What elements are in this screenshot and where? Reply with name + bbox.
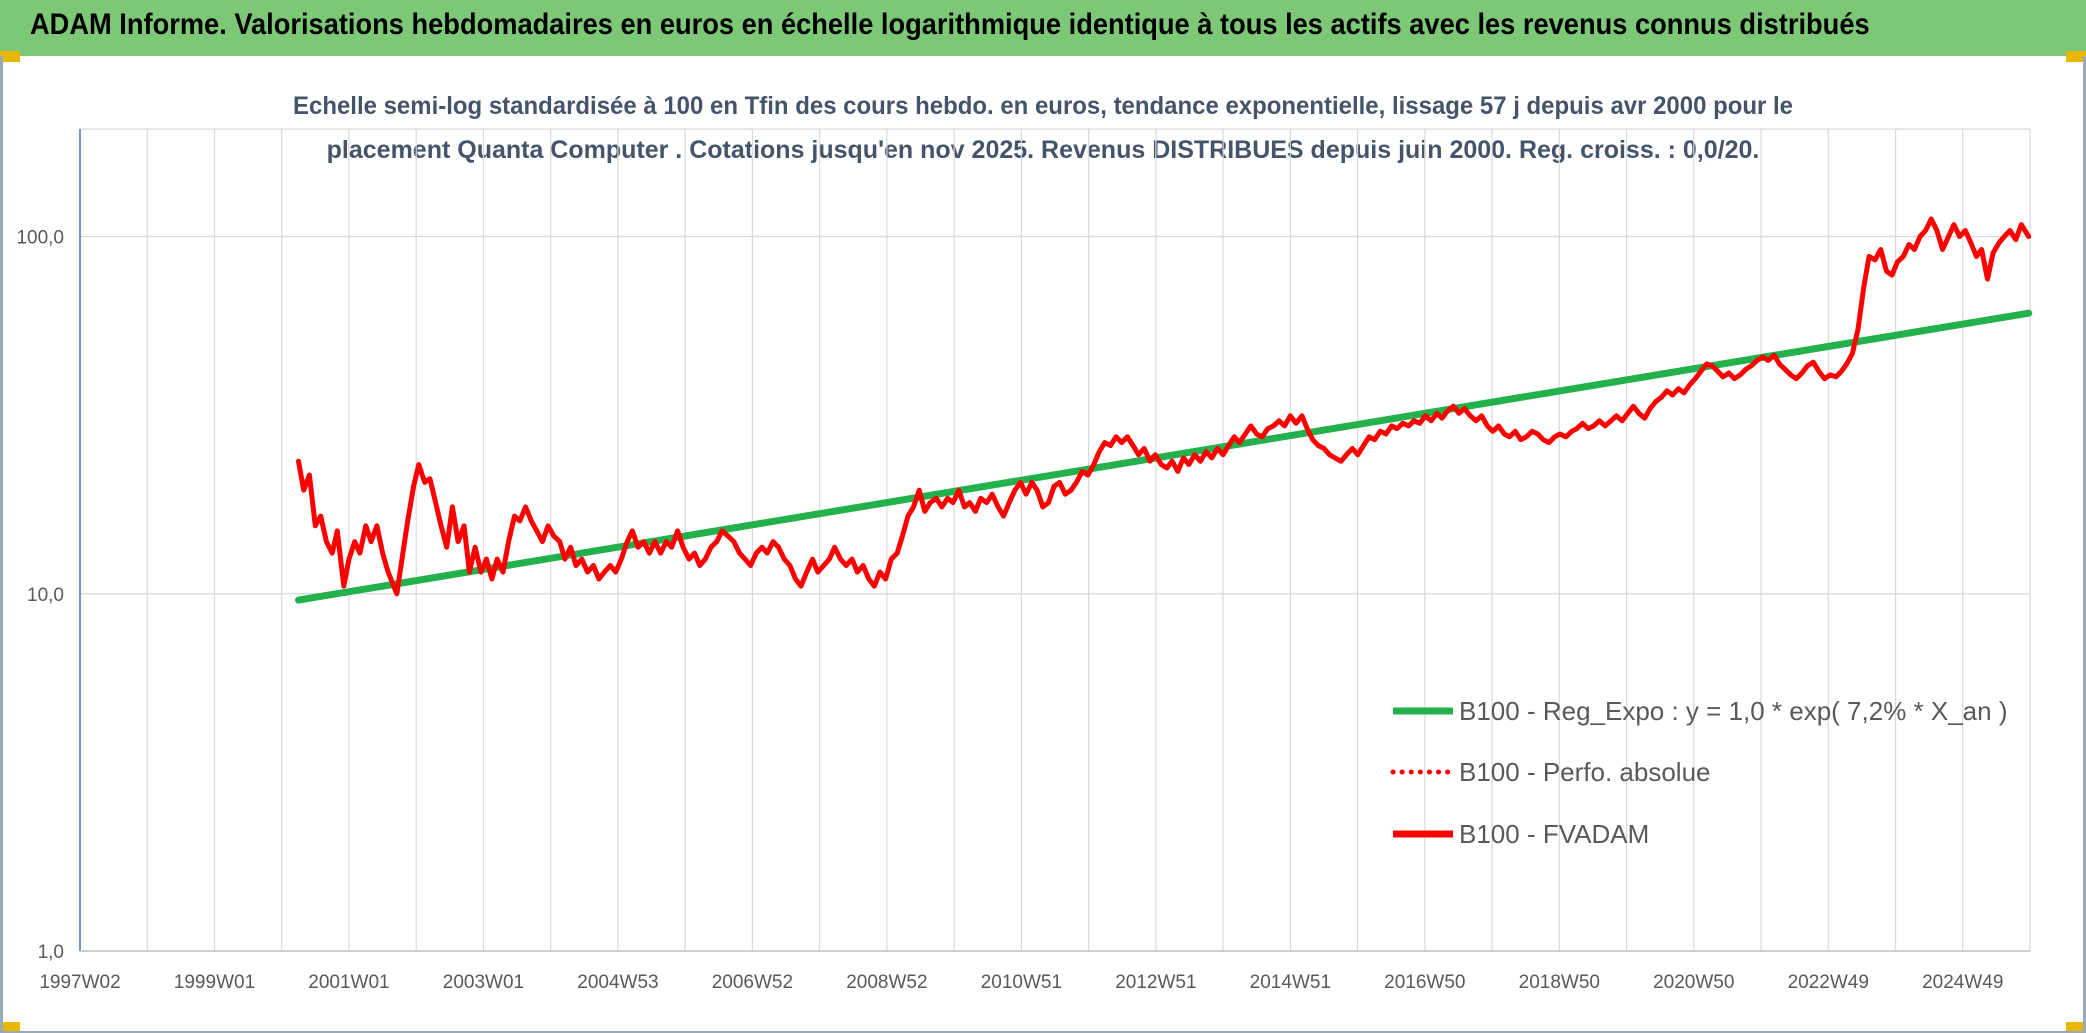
corner-marker <box>0 51 20 62</box>
corner-marker <box>0 1022 20 1033</box>
series-line-0 <box>295 309 2033 604</box>
y-tick-label: 10,0 <box>27 585 64 606</box>
x-tick-label: 2001W01 <box>308 972 389 993</box>
series-line-2 <box>296 216 2032 597</box>
semi-log-chart: Echelle semi-log standardisée à 100 en T… <box>16 92 2033 993</box>
report-banner: ADAM Informe. Valorisations hebdomadaire… <box>0 0 2086 56</box>
x-tick-label: 2006W52 <box>712 972 793 993</box>
legend-label: B100 - Reg_Expo : y = 1,0 * exp( 7,2% * … <box>1459 696 2008 726</box>
x-tick-label: 2020W50 <box>1653 972 1734 993</box>
x-tick-label: 2022W49 <box>1788 972 1869 993</box>
x-tick-label: 2016W50 <box>1384 972 1465 993</box>
chart-frame: Echelle semi-log standardisée à 100 en T… <box>0 56 2086 1033</box>
x-tick-label: 2014W51 <box>1250 972 1331 993</box>
x-tick-label: 1999W01 <box>174 972 255 993</box>
x-tick-label: 2018W50 <box>1519 972 1600 993</box>
x-tick-label: 2024W49 <box>1922 972 2003 993</box>
legend-label: B100 - FVADAM <box>1459 819 1649 849</box>
chart-subtitle-line-1: Echelle semi-log standardisée à 100 en T… <box>293 92 1793 120</box>
x-tick-label: 1997W02 <box>39 972 120 993</box>
corner-marker <box>2066 1022 2086 1033</box>
x-tick-label: 2010W51 <box>981 972 1062 993</box>
y-tick-label: 1,0 <box>38 942 64 963</box>
x-tick-label: 2012W51 <box>1115 972 1196 993</box>
corner-marker <box>2066 51 2086 62</box>
report-title: ADAM Informe. Valorisations hebdomadaire… <box>30 8 1870 41</box>
x-tick-label: 2003W01 <box>443 972 524 993</box>
y-tick-label: 100,0 <box>16 228 64 249</box>
chart-subtitle-line-2: placement Quanta Computer . Cotations ju… <box>327 136 1760 164</box>
x-tick-label: 2004W53 <box>577 972 658 993</box>
x-tick-label: 2008W52 <box>846 972 927 993</box>
legend-label: B100 - Perfo. absolue <box>1459 757 1711 787</box>
